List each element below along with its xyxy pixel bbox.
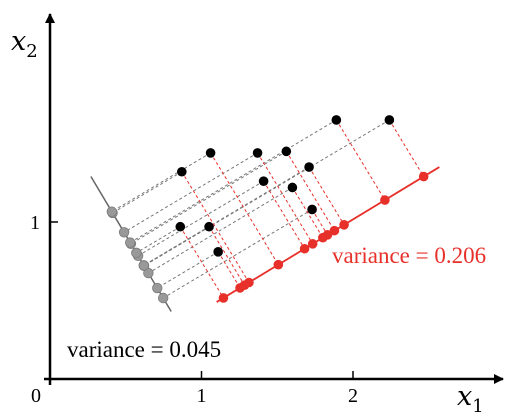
gray-connector-0 — [112, 171, 183, 214]
gray-connector-3 — [130, 150, 287, 245]
red-connector-7 — [308, 166, 345, 226]
data-point-12 — [213, 247, 223, 257]
red-projected-point-3 — [329, 225, 340, 236]
red-connector-12 — [217, 251, 241, 289]
red-connector-5 — [388, 119, 425, 177]
x-axis-label: x1 — [457, 381, 484, 414]
red-connector-11 — [208, 226, 245, 286]
axes — [44, 13, 504, 385]
gray-projected-point-9 — [157, 292, 169, 304]
y-tick-label-0: 1 — [30, 212, 40, 234]
red-projected-points — [218, 171, 429, 303]
x-tick-label-0: 1 — [197, 385, 207, 407]
gray-projected-point-11 — [138, 260, 150, 271]
data-point-0 — [177, 166, 187, 177]
red-connector-2 — [257, 152, 314, 245]
axis-ticks: 1 2 1 — [30, 212, 358, 407]
red-projection-connectors — [179, 119, 425, 299]
red-projected-point-2 — [307, 239, 318, 249]
data-point-5 — [384, 115, 395, 125]
red-projected-point-10 — [218, 293, 229, 303]
gray-projected-point-2 — [118, 227, 130, 238]
y-axis-label: x2 — [11, 26, 38, 62]
gray-connector-10 — [136, 226, 181, 254]
gray-projected-point-1 — [106, 206, 118, 217]
y-axis-label-base: x — [11, 26, 26, 57]
gray-connector-7 — [143, 166, 310, 266]
red-projected-point-5 — [418, 171, 429, 182]
x-axis-label-base: x — [457, 381, 472, 412]
red-projected-point-12 — [235, 283, 245, 293]
gray-connector-9 — [162, 209, 313, 299]
red-connector-8 — [291, 187, 324, 238]
data-point-3 — [281, 146, 292, 157]
gray-projected-point-12 — [152, 282, 163, 294]
data-point-1 — [205, 148, 216, 158]
gray-connector-8 — [148, 187, 293, 274]
red-connector-3 — [285, 151, 335, 231]
data-point-4 — [331, 115, 342, 125]
red-connector-10 — [179, 226, 224, 299]
gray-connector-12 — [157, 251, 219, 289]
gray-projected-point-4 — [124, 237, 136, 248]
data-point-7 — [304, 162, 314, 172]
gray-connector-4 — [129, 119, 337, 243]
data-points — [175, 115, 395, 257]
x-tick-label-1: 2 — [348, 385, 358, 407]
gray-connector-6 — [137, 180, 264, 257]
red-connector-6 — [263, 180, 306, 250]
y-axis-label-sub: 2 — [26, 41, 37, 62]
red-projected-point-4 — [380, 195, 390, 205]
red-projected-point-9 — [322, 230, 333, 240]
red-projected-point-6 — [299, 243, 310, 254]
gray-projected-point-8 — [143, 267, 154, 279]
red-projected-point-7 — [339, 220, 349, 230]
gray-projected-points — [106, 206, 169, 304]
red-connector-4 — [335, 119, 386, 201]
gray-projection-connectors — [111, 119, 390, 299]
red-connector-9 — [311, 209, 328, 236]
data-point-10 — [175, 221, 186, 232]
gray-connector-1 — [111, 152, 211, 213]
gray-connector-2 — [123, 152, 258, 233]
red-variance-label: variance = 0.206 — [332, 243, 486, 268]
gray-projected-point-10 — [131, 247, 142, 259]
red-projected-point-1 — [273, 259, 284, 270]
data-point-11 — [204, 221, 214, 232]
data-point-2 — [252, 148, 263, 158]
origin-label: 0 — [31, 385, 41, 407]
gray-variance-label: variance = 0.045 — [67, 337, 221, 362]
data-point-6 — [258, 176, 269, 186]
gray-connector-11 — [143, 226, 210, 266]
x-axis-label-sub: 1 — [472, 396, 483, 414]
red-connector-0 — [181, 171, 250, 283]
data-point-9 — [307, 204, 317, 215]
data-point-8 — [287, 182, 298, 193]
